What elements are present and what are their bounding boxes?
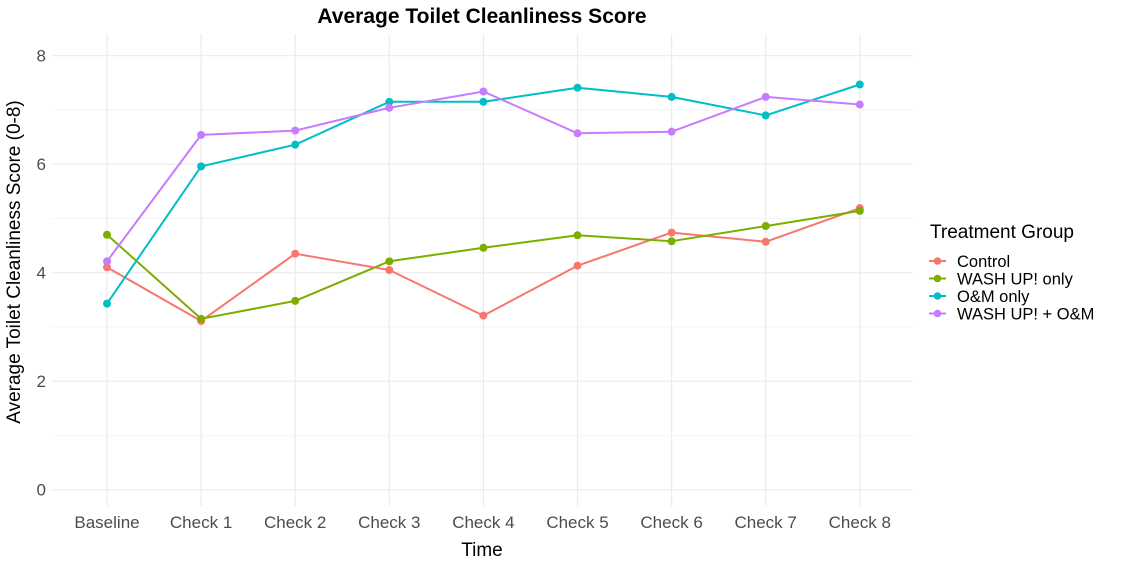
legend-label: WASH UP! only	[957, 271, 1074, 289]
data-point	[667, 228, 676, 237]
data-point	[479, 87, 488, 96]
x-tick-label: Check 7	[735, 513, 797, 532]
y-axis-title: Average Toilet Cleanliness Score (0-8)	[4, 100, 25, 424]
data-point	[761, 111, 770, 120]
data-point	[291, 140, 300, 149]
data-point	[197, 314, 206, 323]
legend-label: WASH UP! + O&M	[957, 306, 1094, 324]
data-point	[197, 130, 206, 139]
data-point	[573, 261, 582, 270]
x-axis-title: Time	[461, 540, 503, 561]
data-point	[291, 126, 300, 135]
data-point	[103, 299, 111, 308]
data-point	[573, 129, 582, 138]
y-tick-label: 4	[37, 264, 46, 283]
data-point	[103, 257, 111, 266]
data-point	[479, 311, 488, 320]
x-tick-label: Check 2	[264, 513, 326, 532]
y-tick-label: 2	[37, 372, 46, 391]
data-point	[855, 80, 864, 89]
data-point	[573, 231, 582, 240]
data-point	[761, 92, 770, 101]
data-point	[855, 206, 864, 215]
data-point	[103, 263, 111, 272]
x-tick-label: Check 6	[640, 513, 702, 532]
x-axis-ticks: Baseline Check 1 Check 2 Check 3 Check 4 Chec…	[74, 513, 891, 532]
y-tick-label: 0	[37, 481, 46, 500]
series-group	[103, 204, 864, 325]
data-point	[197, 162, 206, 171]
legend-key-point	[933, 309, 942, 318]
data-point	[667, 127, 676, 136]
chart-title: Average Toilet Cleanliness Score	[317, 5, 646, 28]
data-point	[385, 257, 394, 266]
data-point	[761, 237, 770, 246]
legend-label: O&M only	[957, 288, 1030, 306]
legend-label: Control	[957, 253, 1010, 271]
series-group	[103, 87, 864, 266]
legend-key-point	[933, 274, 942, 283]
data-point	[479, 97, 488, 106]
data-point	[291, 249, 300, 258]
x-tick-label: Check 5	[546, 513, 608, 532]
x-tick-label: Check 1	[170, 513, 232, 532]
data-point	[855, 100, 864, 109]
x-tick-label: Check 8	[829, 513, 891, 532]
data-point	[667, 92, 676, 101]
data-point	[103, 230, 111, 239]
data-point	[385, 266, 394, 274]
legend-key-point	[933, 292, 942, 300]
x-tick-label: Baseline	[74, 513, 139, 532]
y-tick-label: 6	[37, 155, 46, 174]
data-point	[385, 103, 394, 112]
data-point	[667, 237, 676, 246]
data-point	[385, 97, 394, 106]
y-tick-label: 8	[37, 47, 46, 66]
series-lines	[103, 80, 864, 325]
legend-title: Treatment Group	[930, 222, 1074, 243]
y-axis-ticks: 0 2 4 6 8	[37, 47, 46, 500]
x-tick-label: Check 4	[452, 513, 514, 532]
series-group	[103, 206, 864, 323]
x-tick-label: Check 3	[358, 513, 420, 532]
data-point	[573, 83, 582, 92]
legend-key-point	[933, 257, 942, 265]
data-point	[761, 222, 770, 231]
data-point	[291, 296, 300, 305]
data-point	[479, 243, 488, 252]
